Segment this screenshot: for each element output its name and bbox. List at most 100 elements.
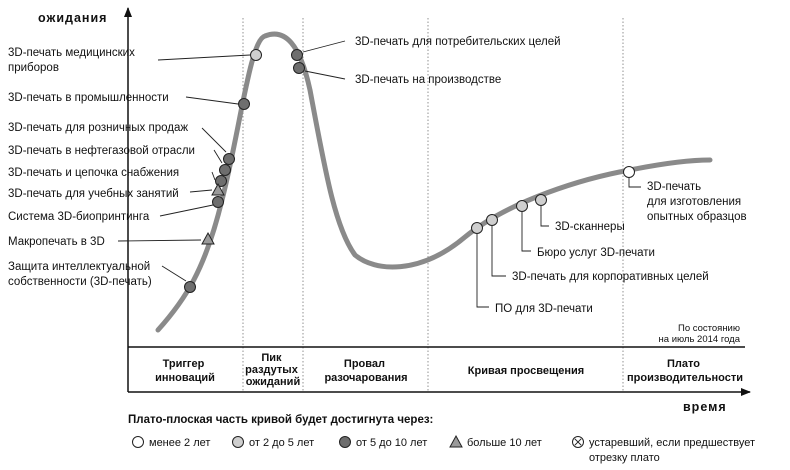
tech-enterprise-label: 3D-печать для корпоративных целей	[512, 271, 709, 283]
tech-medical-devices-label-line: 3D-печать медицинских	[8, 47, 135, 59]
phase-slope: Кривая просвещения	[468, 365, 584, 377]
tech-enterprise-circle-marker	[486, 214, 498, 226]
tech-prototyping-label-line: опытных образцов	[647, 211, 747, 223]
tech-consumer-label: 3D-печать для потребительских целей	[355, 36, 561, 48]
tech-macroprinting-label: Макропечать в 3D	[8, 236, 105, 248]
tech-industry: 3D-печать в промышленности	[8, 92, 250, 110]
tech-enterprise: 3D-печать для корпоративных целей	[486, 214, 709, 283]
phase-trigger-line-1: Триггер	[163, 358, 205, 370]
tech-retail: 3D-печать для розничных продаж	[8, 122, 235, 165]
tech-education: 3D-печать для учебных занятий	[8, 182, 225, 200]
tech-software-leader	[476, 234, 489, 308]
phase-trigger: Триггер инноваций	[155, 358, 215, 384]
as-of-note-line-1: По состоянию	[678, 323, 740, 334]
tech-retail-label: 3D-печать для розничных продаж	[8, 122, 188, 134]
tech-service-bureau-label: Бюро услуг 3D-печати	[537, 247, 655, 259]
legend-item-5to10: от 5 до 10 лет	[339, 436, 427, 449]
tech-prototyping-label: 3D-печать для изготовления опытных образцо…	[647, 181, 747, 223]
hype-curve	[155, 31, 713, 333]
legend-item-label-line: отрезку плато	[589, 452, 660, 464]
phase-plateau-line-1: Плато	[667, 358, 700, 370]
phase-peak-line-3: ожиданий	[246, 376, 300, 388]
tech-medical-devices-circle-marker	[250, 49, 262, 61]
tech-service-bureau-label-line: Бюро услуг 3D-печати	[537, 247, 655, 259]
legend-item-lt2-label: менее 2 лет	[149, 437, 210, 449]
x-axis-label: время	[683, 400, 727, 414]
legend-obsolete-obsolete-marker	[572, 436, 584, 448]
tech-supply-chain: 3D-печать и цепочка снабжения	[8, 167, 227, 187]
legend-item-label-line: от 5 до 10 лет	[356, 437, 427, 449]
legend-item-obsolete: устаревший, если предшествует отрезку пла…	[572, 436, 755, 464]
tech-education-label: 3D-печать для учебных занятий	[8, 188, 179, 200]
tech-ip-protection: Защита интеллектуальной собственности (3D…	[8, 261, 196, 293]
tech-education-leader	[189, 189, 213, 193]
tech-consumer: 3D-печать для потребительских целей	[291, 36, 561, 61]
legend-item-over10: больше 10 лет	[449, 434, 542, 449]
tech-education-label-line: 3D-печать для учебных занятий	[8, 188, 179, 200]
phase-plateau: Плато производительности	[627, 358, 743, 384]
tech-medical-devices: 3D-печать медицинских приборов	[8, 47, 262, 74]
tech-scanners-label-line: 3D-сканнеры	[555, 221, 625, 233]
tech-enterprise-label-line: 3D-печать для корпоративных целей	[512, 271, 709, 283]
tech-medical-devices-leader	[157, 54, 251, 61]
legend-item-over10-label: больше 10 лет	[467, 437, 542, 449]
tech-manufacturing-label: 3D-печать на производстве	[355, 74, 501, 86]
tech-ip-protection-leader	[161, 265, 187, 282]
legend-5to10-circle-marker	[339, 436, 351, 448]
legend-item-label-line: устаревший, если предшествует	[589, 437, 755, 449]
tech-service-bureau-circle-marker	[516, 200, 528, 212]
as-of-note: По состоянию на июль 2014 года	[659, 323, 741, 345]
legend-item-label-line: от 2 до 5 лет	[249, 437, 314, 449]
tech-scanners-leader	[540, 206, 549, 227]
tech-oil-gas: 3D-печать в нефтегазовой отрасли	[8, 145, 231, 176]
tech-macroprinting: Макропечать в 3D	[8, 231, 215, 248]
phase-peak-line-1: Пик	[261, 352, 282, 364]
tech-ip-protection-label: Защита интеллектуальной собственности (3D…	[8, 261, 152, 288]
legend-item-2to5-label: от 2 до 5 лет	[249, 437, 314, 449]
tech-ip-protection-circle-marker	[184, 281, 196, 293]
tech-manufacturing-leader	[304, 70, 346, 80]
legend-over10-triangle-marker	[449, 434, 463, 448]
tech-retail-label-line: 3D-печать для розничных продаж	[8, 122, 188, 134]
phase-peak-line-2: раздутых	[245, 364, 299, 376]
tech-prototyping-leader	[628, 178, 641, 188]
tech-manufacturing: 3D-печать на производстве	[293, 62, 501, 86]
legend-item-obsolete-label: устаревший, если предшествует отрезку пла…	[589, 437, 755, 464]
phase-trough-line-2: разочарования	[324, 372, 407, 384]
tech-oil-gas-label: 3D-печать в нефтегазовой отрасли	[8, 145, 195, 157]
tech-macroprinting-leader	[117, 239, 202, 242]
phase-trough: Провал разочарования	[324, 358, 407, 384]
tech-software-circle-marker	[471, 222, 483, 234]
phase-plateau-line-2: производительности	[627, 372, 743, 384]
legend-item-label-line: больше 10 лет	[467, 437, 542, 449]
tech-scanners-label: 3D-сканнеры	[555, 221, 625, 233]
tech-bioprinting-label: Система 3D-биопринтинга	[8, 211, 150, 223]
tech-consumer-leader	[302, 40, 346, 53]
tech-supply-chain-label: 3D-печать и цепочка снабжения	[8, 167, 179, 179]
tech-consumer-circle-marker	[291, 49, 303, 61]
tech-supply-chain-leader	[211, 171, 216, 181]
tech-bioprinting: Система 3D-биопринтинга	[8, 196, 224, 223]
tech-medical-devices-label: 3D-печать медицинских приборов	[8, 47, 135, 74]
tech-ip-protection-label-line: собственности (3D-печать)	[8, 276, 152, 288]
technology-markers: 3D-печать медицинских приборов 3D-печать в…	[8, 36, 747, 315]
tech-scanners-circle-marker	[535, 194, 547, 206]
tech-consumer-label-line: 3D-печать для потребительских целей	[355, 36, 561, 48]
tech-industry-circle-marker	[238, 98, 250, 110]
tech-oil-gas-label-line: 3D-печать в нефтегазовой отрасли	[8, 145, 195, 157]
phase-peak: Пик раздутых ожиданий	[245, 352, 301, 388]
tech-supply-chain-label-line: 3D-печать и цепочка снабжения	[8, 167, 179, 179]
tech-software-label-line: ПО для 3D-печати	[495, 303, 593, 315]
tech-retail-circle-marker	[223, 153, 235, 165]
phase-trough-line-1: Провал	[344, 358, 385, 370]
tech-oil-gas-leader	[213, 149, 223, 164]
tech-bioprinting-circle-marker	[212, 196, 224, 208]
legend-obsolete-obsolete-cross	[574, 438, 582, 446]
tech-macroprinting-triangle-marker	[201, 231, 215, 245]
tech-education-triangle-marker	[211, 182, 225, 196]
tech-scanners: 3D-сканнеры	[535, 194, 625, 233]
as-of-note-line-2: на июль 2014 года	[659, 334, 741, 345]
tech-industry-label-line: 3D-печать в промышленности	[8, 92, 169, 104]
legend-2to5-circle-marker	[232, 436, 244, 448]
